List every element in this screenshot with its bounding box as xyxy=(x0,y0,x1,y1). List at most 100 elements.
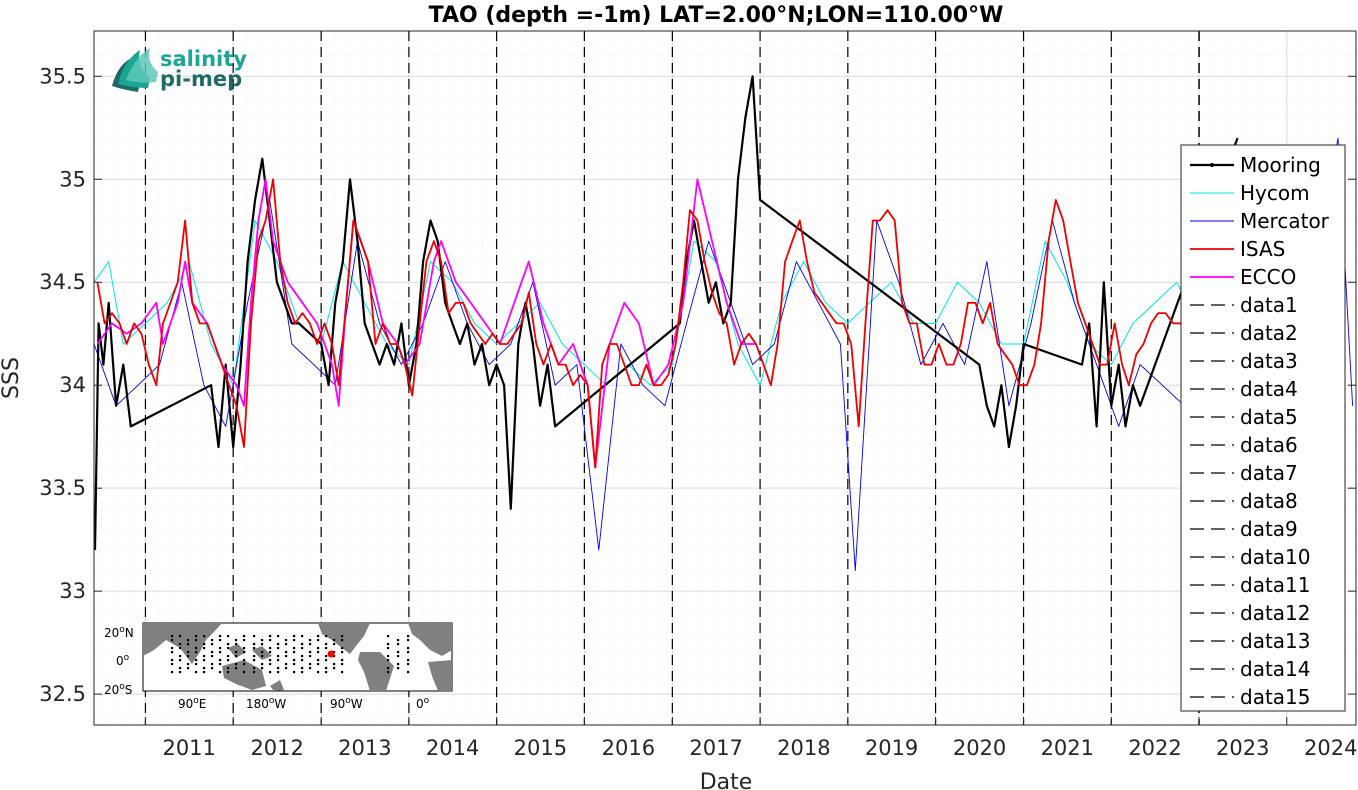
legend-label: data15 xyxy=(1240,685,1311,709)
mooring-dot xyxy=(269,663,272,666)
series-layer xyxy=(93,75,1354,571)
mooring-dot xyxy=(195,659,198,662)
x-tick-label: 2015 xyxy=(514,736,567,760)
legend-label: data6 xyxy=(1240,433,1298,457)
mooring-dot xyxy=(211,667,214,670)
mooring-dot xyxy=(227,671,230,674)
mooring-dot xyxy=(187,663,190,666)
mooring-dot xyxy=(171,659,174,662)
mooring-dot xyxy=(317,635,320,638)
legend-label: data2 xyxy=(1240,321,1298,345)
map-lon-label: 180oW xyxy=(246,696,286,711)
mooring-dot xyxy=(195,663,198,666)
mooring-dot xyxy=(195,639,198,642)
mooring-dot xyxy=(261,639,264,642)
mooring-dot xyxy=(179,655,182,658)
logo-text-pimep: pi-mep xyxy=(160,67,242,91)
mooring-dot xyxy=(293,651,296,654)
legend-label: data7 xyxy=(1240,461,1298,485)
mooring-dot xyxy=(301,667,304,670)
legend-label: Mercator xyxy=(1240,209,1330,233)
x-tick-label: 2013 xyxy=(338,736,391,760)
legend-entry-data8: data8 xyxy=(1190,489,1298,513)
mooring-dot xyxy=(195,635,198,638)
mooring-dot xyxy=(179,667,182,670)
mooring-dot xyxy=(301,671,304,674)
mooring-dot xyxy=(309,667,312,670)
mooring-dot xyxy=(341,651,344,654)
legend-label: Hycom xyxy=(1240,181,1310,205)
x-tick-label: 2012 xyxy=(250,736,303,760)
mooring-dot xyxy=(285,663,288,666)
x-tick-label: 2024 xyxy=(1304,736,1357,760)
map-lat-label: 20oS xyxy=(104,682,132,697)
mooring-dot xyxy=(227,635,230,638)
legend-label: ECCO xyxy=(1240,265,1296,289)
mooring-dot xyxy=(397,655,400,658)
legend-label: data5 xyxy=(1240,405,1298,429)
x-tick-label: 2021 xyxy=(1041,736,1094,760)
mooring-dot xyxy=(309,651,312,654)
mooring-dot xyxy=(397,667,400,670)
map-lon-label: 90oE xyxy=(178,696,206,711)
legend-label: data1 xyxy=(1240,293,1298,317)
legend-entry-data6: data6 xyxy=(1190,433,1298,457)
legend-entry-data10: data10 xyxy=(1190,545,1311,569)
x-axis: 2011 2012 2013 2014 2015 2016 2017 2018 2019 2020… xyxy=(144,717,1357,760)
mooring-dot xyxy=(301,635,304,638)
mooring-dot xyxy=(301,655,304,658)
legend-entry-data12: data12 xyxy=(1190,601,1311,625)
mooring-dot xyxy=(211,663,214,666)
legend-entry-data4: data4 xyxy=(1190,377,1298,401)
mooring-dot xyxy=(243,651,246,654)
mooring-dot xyxy=(301,659,304,662)
legend-entry-mooring: Mooring xyxy=(1190,153,1321,177)
mooring-dot xyxy=(219,659,222,662)
y-tick-label: 33.5 xyxy=(39,476,86,500)
inset-map-selected-mooring xyxy=(327,650,335,658)
mooring-dot xyxy=(397,663,400,666)
mooring-dot xyxy=(293,671,296,674)
mooring-dot xyxy=(171,647,174,650)
x-tick-label: 2019 xyxy=(865,736,918,760)
mooring-dot xyxy=(179,635,182,638)
mooring-dot xyxy=(407,635,410,638)
y-tick-label: 33 xyxy=(59,579,86,603)
mooring-dot xyxy=(387,655,390,658)
legend-entry-data9: data9 xyxy=(1190,517,1298,541)
mooring-dot xyxy=(211,639,214,642)
legend-label: data11 xyxy=(1240,573,1311,597)
mooring-dot xyxy=(293,663,296,666)
mooring-dot xyxy=(219,651,222,654)
x-tick-label: 2017 xyxy=(689,736,742,760)
mooring-dot xyxy=(397,643,400,646)
mooring-dot xyxy=(309,643,312,646)
mooring-dot xyxy=(317,639,320,642)
y-tick-label: 35 xyxy=(59,167,86,191)
mooring-dot xyxy=(235,655,238,658)
mooring-dot xyxy=(341,663,344,666)
mooring-dot xyxy=(333,663,336,666)
mooring-dot xyxy=(227,655,230,658)
legend-label: data13 xyxy=(1240,629,1311,653)
y-axis: 32.5 33 33.5 34 34.5 35 35.5 xyxy=(39,64,1356,706)
mooring-dot xyxy=(387,635,390,638)
mooring-dot xyxy=(387,671,390,674)
salinity-pi-mep-logo: salinity pi-mep xyxy=(112,47,247,92)
legend-entry-data1: data1 xyxy=(1190,293,1298,317)
x-tick-label: 2023 xyxy=(1216,736,1269,760)
mooring-dot xyxy=(243,659,246,662)
mooring-dot xyxy=(243,663,246,666)
legend-marker xyxy=(1210,163,1214,167)
mooring-dot xyxy=(187,651,190,654)
x-tick-label: 2014 xyxy=(426,736,479,760)
mooring-dot xyxy=(269,651,272,654)
legend-box xyxy=(1180,144,1346,712)
mooring-dot xyxy=(333,639,336,642)
mooring-dot xyxy=(195,651,198,654)
mooring-dot xyxy=(301,647,304,650)
x-tick-label: 2011 xyxy=(162,736,215,760)
series-line-isas xyxy=(96,178,1189,469)
mooring-dot xyxy=(325,671,328,674)
